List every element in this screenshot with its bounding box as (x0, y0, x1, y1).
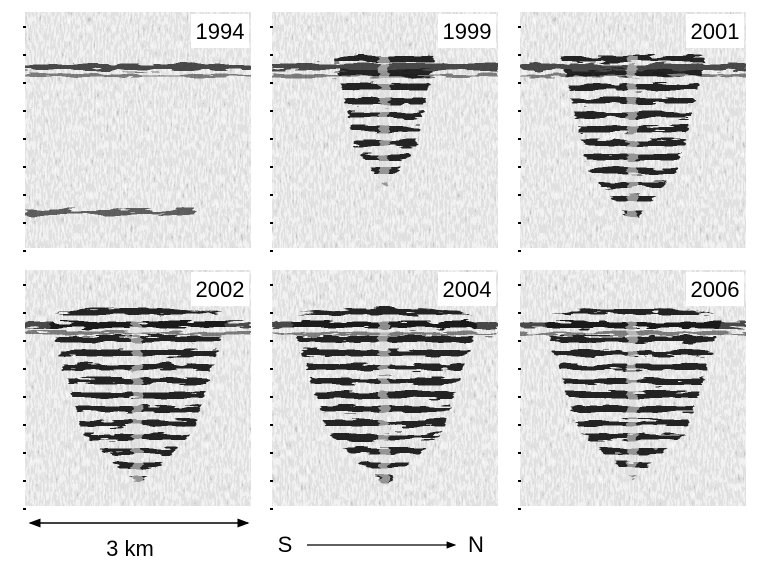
chimney (379, 315, 389, 485)
depth-tick (270, 284, 273, 286)
depth-tick (518, 312, 521, 314)
scale-label: 3 km (106, 536, 154, 561)
depth-tick (23, 312, 26, 314)
depth-tick (23, 250, 26, 252)
depth-tick (518, 166, 521, 168)
panels: 1994 1999 2001 2002 2004 2006 (23, 12, 746, 510)
seismic-panel: 2004 (270, 270, 498, 510)
depth-tick (270, 368, 273, 370)
depth-tick (270, 340, 273, 342)
depth-tick (23, 452, 26, 454)
depth-tick (23, 480, 26, 482)
year-label: 2006 (691, 277, 740, 302)
depth-tick (518, 508, 521, 510)
depth-tick (23, 368, 26, 370)
depth-tick (518, 250, 521, 252)
seismic-panel: 2006 (518, 270, 746, 510)
label-box (686, 14, 744, 48)
depth-tick (23, 424, 26, 426)
reflectors (25, 64, 251, 215)
depth-tick (270, 396, 273, 398)
seismic-panel: 2002 (23, 270, 251, 510)
depth-tick (518, 222, 521, 224)
depth-tick (270, 424, 273, 426)
depth-tick (23, 138, 26, 140)
year-label: 2001 (691, 19, 740, 44)
bottom-reflector (25, 210, 195, 215)
depth-tick (518, 26, 521, 28)
reflectors (272, 49, 498, 187)
label-box (191, 272, 249, 306)
chimney (627, 57, 637, 223)
depth-tick (518, 396, 521, 398)
depth-tick (518, 480, 521, 482)
seismic-panel: 1994 (23, 12, 251, 252)
depth-tick (270, 54, 273, 56)
depth-tick (23, 82, 26, 84)
depth-tick (518, 424, 521, 426)
depth-tick (23, 340, 26, 342)
reflectors (520, 307, 746, 481)
depth-tick (270, 26, 273, 28)
depth-tick (518, 284, 521, 286)
depth-tick (518, 340, 521, 342)
depth-tick (518, 138, 521, 140)
panel-noise (25, 12, 251, 248)
reflectors (520, 49, 746, 223)
depth-tick (270, 250, 273, 252)
depth-tick (270, 222, 273, 224)
depth-tick (270, 82, 273, 84)
depth-tick (518, 368, 521, 370)
chimney (379, 57, 389, 187)
seismic-panel: 2001 (518, 12, 746, 252)
depth-tick (270, 166, 273, 168)
year-label: 1999 (443, 19, 492, 44)
top-reflector (25, 64, 251, 70)
year-label: 2004 (443, 277, 492, 302)
label-box (686, 272, 744, 306)
depth-tick (518, 452, 521, 454)
label-box (438, 272, 496, 306)
reflectors (272, 307, 498, 485)
depth-tick (23, 508, 26, 510)
depth-tick (518, 110, 521, 112)
direction-start: S (278, 532, 293, 557)
depth-tick (270, 194, 273, 196)
reflectors (25, 307, 251, 485)
depth-tick (270, 480, 273, 482)
depth-tick (270, 508, 273, 510)
depth-tick (270, 452, 273, 454)
depth-tick (23, 396, 26, 398)
depth-tick (270, 312, 273, 314)
depth-tick (518, 54, 521, 56)
year-label: 1994 (196, 19, 245, 44)
depth-tick (23, 110, 26, 112)
depth-tick (23, 194, 26, 196)
depth-tick (23, 166, 26, 168)
depth-tick (23, 222, 26, 224)
label-box (191, 14, 249, 48)
depth-tick (23, 284, 26, 286)
top-reflector (25, 74, 251, 77)
depth-tick (23, 26, 26, 28)
seismic-panel: 1999 (270, 12, 498, 252)
depth-tick (270, 138, 273, 140)
chimney (132, 315, 142, 485)
depth-tick (518, 82, 521, 84)
label-box (438, 14, 496, 48)
direction-end: N (468, 532, 484, 557)
depth-tick (23, 54, 26, 56)
year-label: 2002 (196, 277, 245, 302)
depth-tick (518, 194, 521, 196)
chimney (627, 315, 637, 481)
depth-tick (270, 110, 273, 112)
